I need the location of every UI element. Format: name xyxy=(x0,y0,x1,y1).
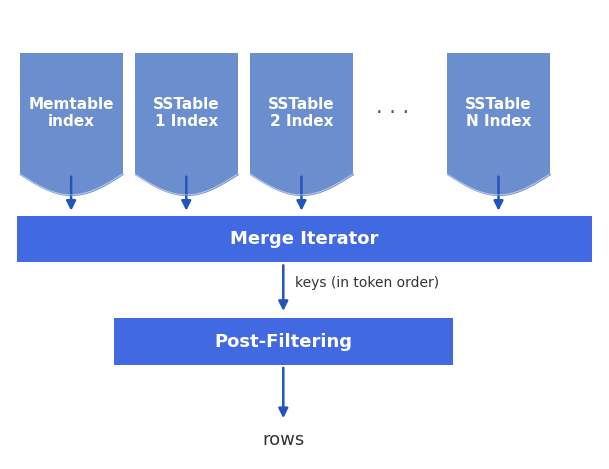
FancyBboxPatch shape xyxy=(19,53,122,174)
Text: SSTable
N Index: SSTable N Index xyxy=(465,97,532,129)
FancyBboxPatch shape xyxy=(16,216,593,263)
Text: rows: rows xyxy=(262,431,304,449)
Text: Memtable
index: Memtable index xyxy=(29,97,114,129)
FancyBboxPatch shape xyxy=(135,53,238,174)
Text: keys (in token order): keys (in token order) xyxy=(295,276,440,290)
FancyBboxPatch shape xyxy=(250,53,353,174)
Text: Merge Iterator: Merge Iterator xyxy=(230,230,379,248)
Text: SSTable
2 Index: SSTable 2 Index xyxy=(268,97,335,129)
Text: Post-Filtering: Post-Filtering xyxy=(214,333,352,351)
FancyBboxPatch shape xyxy=(447,53,550,174)
Text: SSTable
1 Index: SSTable 1 Index xyxy=(153,97,220,129)
Text: · · ·: · · · xyxy=(376,103,409,123)
FancyBboxPatch shape xyxy=(113,318,453,365)
